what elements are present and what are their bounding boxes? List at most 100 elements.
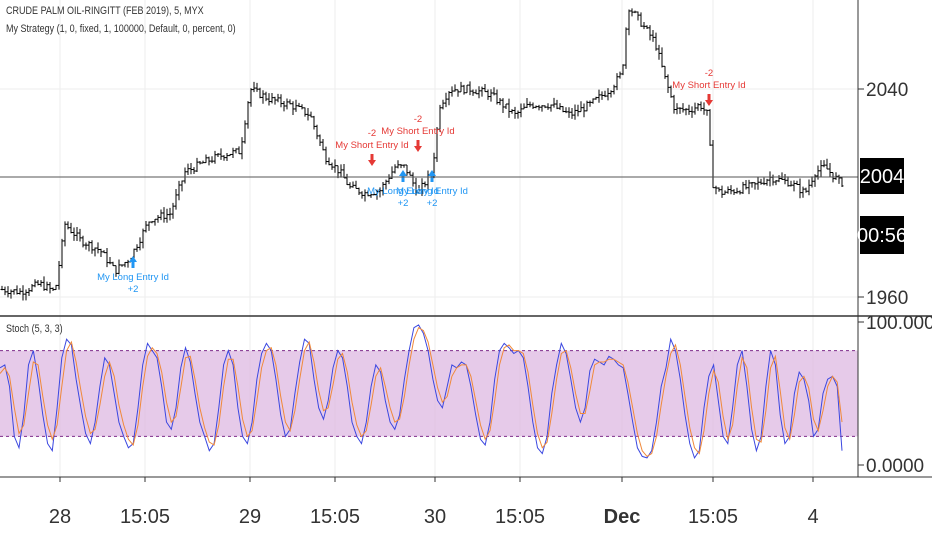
- price-bar: [762, 177, 766, 186]
- price-bar: [684, 108, 688, 116]
- long-entry-signal[interactable]: My Long Entry Id+2: [396, 170, 468, 209]
- price-bar: [486, 89, 490, 100]
- price-bar: [240, 137, 244, 160]
- price-bar: [588, 100, 592, 107]
- price-bar: [786, 176, 790, 187]
- price-bar: [768, 171, 772, 187]
- price-bar: [72, 227, 76, 241]
- price-bar: [93, 247, 97, 257]
- price-bar: [366, 190, 370, 197]
- price-bar: [414, 177, 418, 196]
- price-bar: [186, 163, 190, 176]
- price-bar: [783, 174, 787, 185]
- long-entry-signal[interactable]: My Long Entry Id+2: [97, 256, 169, 295]
- price-bar: [693, 102, 697, 115]
- price-bar: [825, 158, 829, 170]
- price-bar: [297, 102, 301, 108]
- price-bar: [99, 248, 103, 257]
- stoch-lines: [0, 324, 843, 460]
- grid-lines: [0, 0, 858, 477]
- short-entry-signal[interactable]: -2My Short Entry Id: [672, 68, 746, 106]
- price-bar: [180, 180, 184, 192]
- price-bar: [369, 193, 373, 198]
- price-bar: [315, 124, 319, 140]
- price-bar: [162, 207, 166, 223]
- price-bar: [612, 84, 616, 95]
- price-bar: [492, 87, 496, 96]
- price-bar: [483, 84, 487, 93]
- price-bar: [144, 220, 148, 233]
- price-bar: [714, 185, 718, 195]
- price-bar: [519, 103, 523, 118]
- signal-label: My Long Entry Id: [396, 186, 468, 197]
- price-bar: [117, 259, 121, 275]
- price-bar: [507, 98, 511, 118]
- stoch-title[interactable]: Stoch (5, 3, 3): [6, 323, 63, 335]
- price-bar: [474, 89, 478, 95]
- price-bar: [384, 179, 388, 190]
- price-bar: [33, 279, 37, 288]
- price-bar: [387, 174, 391, 185]
- x-tick-label: 4: [807, 506, 818, 528]
- price-bar: [669, 85, 673, 98]
- price-bar: [204, 154, 208, 164]
- short-entry-signal[interactable]: -2My Short Entry Id: [335, 128, 409, 166]
- price-bar: [225, 152, 229, 161]
- price-bar: [657, 44, 661, 60]
- price-bar: [66, 221, 70, 230]
- price-bar: [399, 164, 403, 169]
- price-bar: [84, 242, 88, 250]
- price-bar: [360, 191, 364, 199]
- price-bar: [114, 265, 118, 277]
- price-bar: [576, 104, 580, 117]
- price-bar: [552, 97, 556, 108]
- price-bar: [420, 178, 424, 196]
- strategy-title[interactable]: My Strategy (1, 0, fixed, 1, 100000, Def…: [6, 23, 236, 35]
- short-entry-signal[interactable]: -2My Short Entry Id: [381, 114, 455, 152]
- long-entry-signal[interactable]: My Long Entry Id+2: [367, 170, 439, 209]
- price-bar: [306, 108, 310, 121]
- price-bar: [57, 261, 61, 290]
- last-price-label: 2004: [860, 166, 905, 188]
- stoch-band: [0, 350, 858, 437]
- price-bar: [348, 182, 352, 189]
- signal-qty: -2: [705, 68, 713, 79]
- price-bar: [183, 167, 187, 184]
- price-bar: [462, 84, 466, 95]
- price-bar: [276, 93, 280, 103]
- price-bar: [303, 107, 307, 117]
- time-axis[interactable]: 28 15:05 29 15:05 30 15:05 Dec 15:05 4: [49, 477, 819, 528]
- price-bar: [582, 103, 586, 118]
- price-bar: [810, 176, 814, 188]
- price-bar: [216, 152, 220, 157]
- price-bar: [759, 178, 763, 185]
- y-tick-1960: 1960: [866, 288, 908, 309]
- price-bar: [69, 222, 73, 234]
- price-bar: [540, 105, 544, 112]
- price-bar: [375, 189, 379, 200]
- price-bar: [96, 242, 100, 254]
- symbol-title[interactable]: CRUDE PALM OIL-RINGITT (FEB 2019), 5, MY…: [6, 5, 204, 17]
- price-bar: [45, 281, 49, 291]
- price-bar: [654, 32, 658, 51]
- price-bar: [408, 170, 412, 176]
- price-bar: [771, 174, 775, 186]
- price-bar: [405, 164, 409, 176]
- price-bar: [534, 105, 538, 109]
- price-bar: [615, 73, 619, 91]
- price-bar: [123, 261, 127, 268]
- price-bar: [504, 103, 508, 110]
- price-bar: [465, 84, 469, 94]
- price-bar: [249, 88, 253, 107]
- price-bar: [147, 221, 151, 231]
- price-bar: [27, 287, 31, 296]
- price-bar: [441, 99, 445, 110]
- signal-qty: +2: [427, 198, 438, 209]
- price-bar: [753, 182, 757, 190]
- price-bar: [213, 150, 217, 164]
- price-bar: [24, 289, 28, 301]
- price-bar: [573, 104, 577, 120]
- price-bar: [480, 86, 484, 97]
- price-bar: [699, 101, 703, 112]
